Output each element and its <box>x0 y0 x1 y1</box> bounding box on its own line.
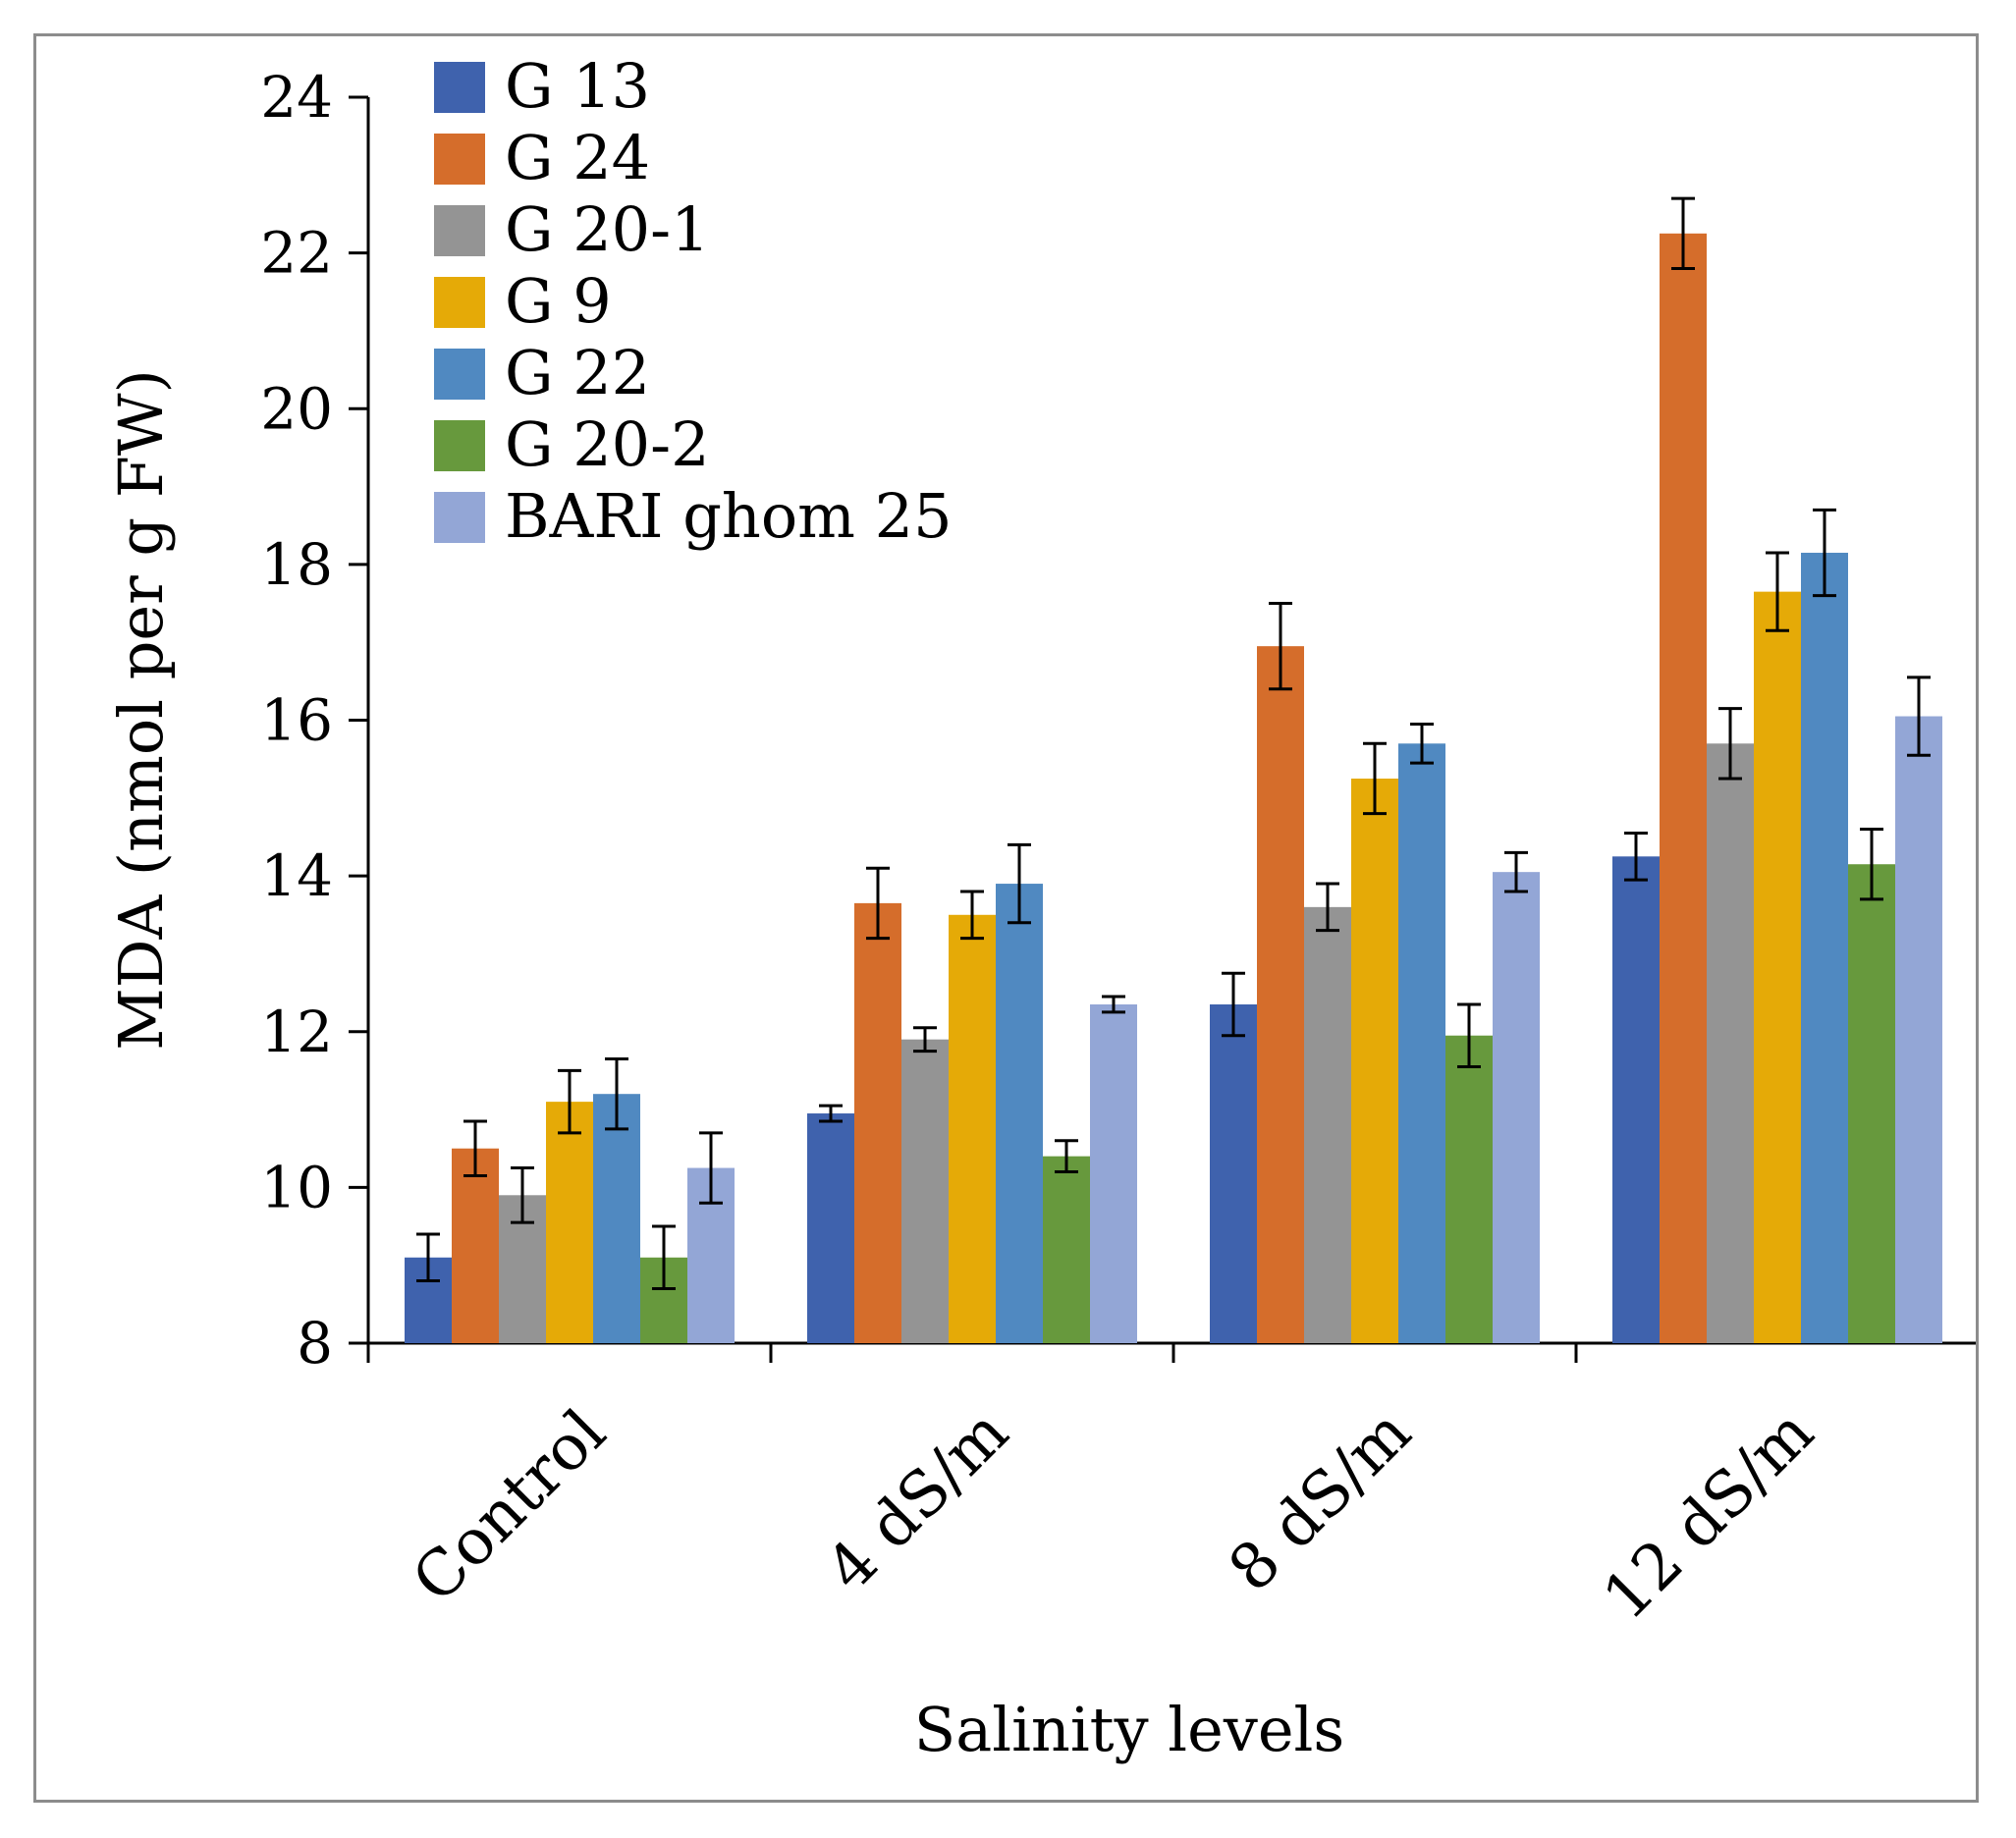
bar <box>1801 552 1848 1343</box>
bar <box>996 884 1043 1343</box>
legend-swatch <box>434 277 485 328</box>
y-tick-label: 10 <box>260 1154 333 1220</box>
y-tick-label: 12 <box>260 999 333 1065</box>
bar <box>854 902 901 1343</box>
bar <box>1304 906 1351 1343</box>
bar <box>1660 233 1707 1343</box>
y-axis-label: MDA (nmol per g FW) <box>105 369 177 1051</box>
y-tick-labels: 8 10 12 14 16 18 20 22 24 <box>260 64 333 1377</box>
x-axis-label: Salinity levels <box>914 1694 1344 1765</box>
bar <box>1707 743 1754 1343</box>
x-tick-label: 4 dS/m <box>813 1396 1023 1606</box>
bar <box>1493 872 1540 1343</box>
bar <box>1090 1003 1137 1343</box>
x-tick-labels: Control 4 dS/m 8 dS/m 12 dS/m <box>399 1396 1827 1634</box>
bar-chart: 8 10 12 14 16 18 20 22 24 Control 4 dS/m 8 dS/m 12 … <box>105 50 1976 1765</box>
bar <box>1398 743 1445 1343</box>
legend-label: G 22 <box>505 337 650 408</box>
legend-label: G 9 <box>505 265 612 337</box>
legend-swatch <box>434 62 485 113</box>
bar <box>593 1094 640 1343</box>
bar <box>1445 1035 1493 1343</box>
bar <box>807 1113 854 1343</box>
bar <box>1895 716 1942 1343</box>
error-bars <box>416 196 1931 1290</box>
legend-swatch <box>434 134 485 185</box>
bar <box>1848 864 1895 1343</box>
y-tick-label: 14 <box>260 842 333 909</box>
legend-label: G 24 <box>505 122 650 193</box>
bar <box>1351 778 1398 1343</box>
bar <box>1612 856 1660 1343</box>
bar <box>949 914 996 1343</box>
bar <box>452 1148 499 1343</box>
legend-label: BARI ghom 25 <box>505 480 953 552</box>
bar <box>546 1102 593 1343</box>
x-tick-label: 8 dS/m <box>1216 1396 1426 1606</box>
x-tick-label: 12 dS/m <box>1590 1396 1827 1634</box>
legend-label: G 13 <box>505 50 650 122</box>
legend-swatch <box>434 205 485 256</box>
legend-swatch <box>434 420 485 471</box>
bar <box>1257 646 1304 1343</box>
bar <box>901 1039 949 1343</box>
y-tick-label: 8 <box>297 1310 333 1377</box>
bar <box>1754 591 1801 1343</box>
x-tick-label: Control <box>399 1396 620 1617</box>
bar <box>1043 1156 1090 1343</box>
y-tick-label: 22 <box>260 220 333 287</box>
bars <box>405 233 1942 1343</box>
legend-label: G 20-1 <box>505 193 710 265</box>
legend-label: G 20-2 <box>505 408 710 480</box>
y-tick-label: 20 <box>260 375 333 442</box>
figure-frame: 8 10 12 14 16 18 20 22 24 Control 4 dS/m 8 dS/m 12 … <box>33 33 1979 1803</box>
y-tick-label: 16 <box>260 687 333 754</box>
legend-swatch <box>434 349 485 400</box>
bar <box>1210 1003 1257 1343</box>
y-tick-label: 24 <box>260 64 333 131</box>
legend-swatch <box>434 492 485 543</box>
y-tick-label: 18 <box>260 531 333 598</box>
